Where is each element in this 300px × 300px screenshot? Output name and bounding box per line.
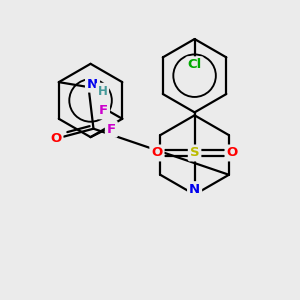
Text: F: F	[107, 123, 116, 136]
Text: N: N	[87, 78, 98, 91]
Text: S: S	[190, 146, 200, 160]
Text: N: N	[189, 183, 200, 196]
Text: H: H	[98, 85, 107, 98]
Text: Cl: Cl	[188, 58, 202, 71]
Text: O: O	[50, 132, 61, 145]
Text: O: O	[226, 146, 238, 160]
Text: F: F	[99, 104, 108, 117]
Text: O: O	[151, 146, 163, 160]
